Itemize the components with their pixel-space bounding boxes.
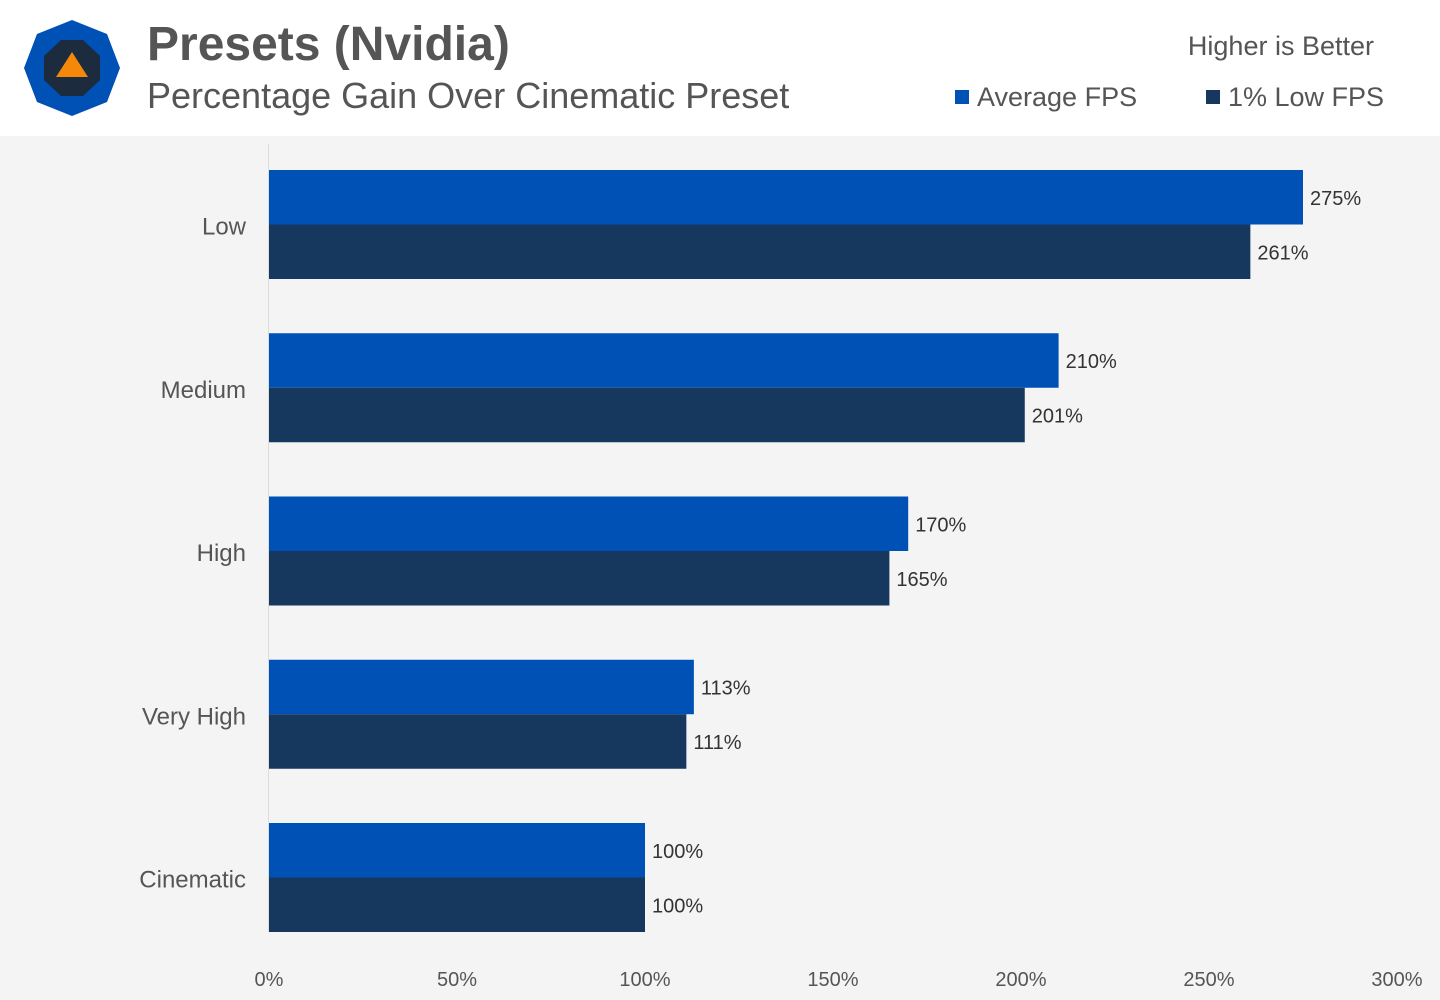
bar-cinematic-1-low-fps (269, 877, 645, 932)
bar-very-high-1-low-fps (269, 714, 687, 769)
x-tick-label-300: 300% (1371, 969, 1422, 991)
x-tick-label-50: 50% (437, 969, 477, 991)
x-tick-label-250: 250% (1183, 969, 1234, 991)
chart-header: Presets (Nvidia) Percentage Gain Over Ci… (0, 0, 1440, 136)
value-label-high-average-fps: 170% (915, 514, 966, 536)
value-label-high-1-low-fps: 165% (896, 569, 947, 591)
bar-very-high-average-fps (269, 659, 694, 715)
category-label-cinematic: Cinematic (139, 867, 246, 894)
category-label-low: Low (202, 214, 247, 241)
x-tick-label-100: 100% (619, 969, 670, 991)
value-label-medium-average-fps: 210% (1066, 351, 1117, 373)
chart-title: Presets (Nvidia) (147, 18, 510, 71)
value-label-very-high-average-fps: 113% (701, 678, 751, 700)
bar-high-1-low-fps (269, 551, 890, 606)
higher-is-better-note: Higher is Better (1187, 31, 1374, 61)
value-label-low-1-low-fps: 261% (1257, 242, 1308, 264)
value-label-low-average-fps: 275% (1310, 188, 1361, 210)
value-label-medium-1-low-fps: 201% (1032, 406, 1083, 428)
value-label-cinematic-1-low-fps: 100% (652, 895, 703, 917)
category-label-high: High (197, 540, 246, 567)
bar-low-average-fps (269, 170, 1303, 225)
x-tick-label-200: 200% (995, 969, 1046, 991)
chart-subtitle: Percentage Gain Over Cinematic Preset (147, 75, 790, 116)
bar-cinematic-average-fps (269, 823, 645, 878)
value-label-cinematic-average-fps: 100% (652, 841, 703, 863)
legend-item-average-fps: Average FPS (955, 81, 1137, 113)
legend-swatch-average-fps (955, 90, 969, 104)
bar-low-1-low-fps (269, 224, 1251, 279)
bar-chart: Low 275% 261% Medium 210% 201% High 170% 165% Ver… (139, 144, 1423, 991)
bar-high-average-fps (269, 496, 909, 551)
value-label-very-high-1-low-fps: 111% (693, 732, 741, 754)
legend-item-1pct-low-fps: 1% Low FPS (1206, 81, 1384, 113)
legend-label-1pct-low-fps: 1% Low FPS (1228, 81, 1385, 112)
category-label-very-high: Very High (142, 703, 246, 730)
x-tick-label-150: 150% (807, 969, 858, 991)
logo-icon (24, 20, 120, 116)
legend-swatch-1pct-low-fps (1206, 90, 1220, 104)
x-tick-label-0: 0% (255, 969, 284, 991)
bar-medium-1-low-fps (269, 387, 1025, 443)
legend-label-average-fps: Average FPS (977, 81, 1138, 112)
category-label-medium: Medium (161, 377, 246, 404)
bar-medium-average-fps (269, 333, 1059, 388)
